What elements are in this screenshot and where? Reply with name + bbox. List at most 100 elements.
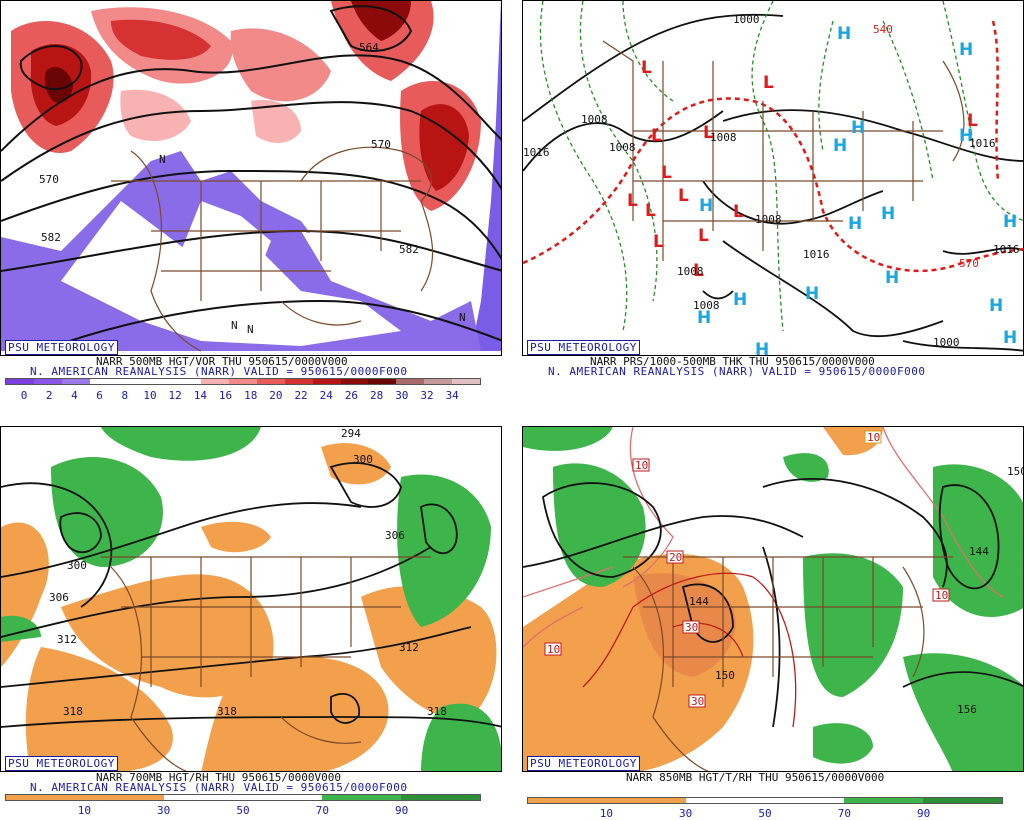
colorbar-swatch: [340, 379, 369, 384]
svg-text:L: L: [661, 163, 672, 183]
pressure-field: L L L L L L L L L L L L L H H H H H H: [523, 1, 1023, 355]
colorbar-tick-label: 70: [315, 804, 329, 817]
colorbar-tick-label: 30: [679, 807, 693, 820]
svg-text:H: H: [881, 204, 895, 224]
svg-text:318: 318: [427, 705, 447, 718]
psu-credit-4: PSU METEOROLOGY: [527, 756, 640, 771]
colorbar-tick-label: 0: [20, 389, 28, 402]
svg-text:H: H: [885, 268, 899, 288]
rh700-field: 300 306 312 318 318 312 318 306 294 300: [1, 427, 501, 771]
svg-text:L: L: [763, 73, 774, 93]
colorbar-swatch: [368, 379, 397, 384]
svg-text:318: 318: [63, 705, 83, 718]
panel-2-subtitle: N. AMERICAN REANALYSIS (NARR) VALID = 95…: [548, 365, 926, 378]
svg-text:30: 30: [691, 695, 704, 708]
svg-text:1008: 1008: [710, 131, 737, 144]
panel-4-title: NARR 850MB HGT/T/RH THU 950615/0000V000: [626, 771, 885, 784]
panel-700mb-rh: 300 306 312 318 318 312 318 306 294 300 …: [0, 426, 502, 819]
colorbar-rh-850: [527, 797, 1003, 804]
svg-text:L: L: [967, 111, 978, 131]
map-500mb: 582 582 570 570 564 N N N N PSU METEOROL…: [0, 0, 502, 356]
svg-text:H: H: [805, 284, 819, 304]
svg-text:1016: 1016: [969, 137, 996, 150]
svg-text:1000: 1000: [933, 336, 960, 349]
colorbar-tick-label: 50: [236, 804, 250, 817]
svg-text:H: H: [697, 308, 711, 328]
colorbar-vorticity: [5, 378, 481, 385]
colorbar-rh-700: [5, 794, 481, 801]
svg-text:564: 564: [359, 41, 379, 54]
svg-text:N: N: [231, 319, 238, 332]
colorbar-tick-label: 28: [370, 389, 384, 402]
psu-credit-1: PSU METEOROLOGY: [5, 340, 118, 355]
svg-text:1008: 1008: [755, 213, 782, 226]
svg-text:H: H: [699, 196, 713, 216]
colorbar-tick-label: 4: [71, 389, 78, 402]
colorbar-tick-label: 90: [395, 804, 409, 817]
svg-text:L: L: [733, 202, 744, 222]
svg-text:L: L: [651, 126, 662, 146]
svg-text:H: H: [848, 214, 862, 234]
svg-text:306: 306: [49, 591, 69, 604]
colorbar-tick-label: 70: [837, 807, 851, 820]
panel-1-title: NARR 500MB HGT/VOR THU 950615/0000V000: [96, 355, 348, 368]
psu-credit-3: PSU METEOROLOGY: [5, 756, 118, 771]
svg-text:1008: 1008: [581, 113, 608, 126]
svg-text:30: 30: [685, 621, 698, 634]
colorbar-swatch: [396, 379, 425, 384]
svg-text:300: 300: [67, 559, 87, 572]
colorbar-tick-label: 90: [917, 807, 931, 820]
svg-text:294: 294: [341, 427, 361, 440]
colorbar-swatch: [173, 379, 202, 384]
svg-text:N: N: [247, 323, 254, 336]
svg-text:156: 156: [957, 703, 977, 716]
colorbar-tick-label: 22: [294, 389, 308, 402]
svg-text:N: N: [459, 311, 466, 324]
panel-3-subtitle: N. AMERICAN REANALYSIS (NARR) VALID = 95…: [30, 781, 408, 794]
colorbar-tick-label: 18: [244, 389, 258, 402]
svg-text:312: 312: [57, 633, 77, 646]
colorbar-swatch: [6, 379, 34, 384]
svg-text:144: 144: [689, 595, 709, 608]
svg-text:L: L: [693, 261, 704, 281]
svg-text:540: 540: [873, 23, 893, 36]
svg-text:L: L: [641, 58, 652, 78]
colorbar-rh-850-ticks: 10 30 50 70 90: [527, 807, 1003, 820]
t850-field: 10 10 20 30 30 10 10 144 150 156 144 150: [523, 427, 1024, 771]
svg-text:1008: 1008: [677, 265, 704, 278]
colorbar-tick-label: 26: [344, 389, 359, 402]
colorbar-swatch: [61, 379, 90, 384]
svg-text:582: 582: [399, 243, 419, 256]
colorbar-swatch: [424, 379, 452, 384]
svg-text:20: 20: [669, 551, 682, 564]
colorbar-swatch: [89, 379, 118, 384]
psu-credit-2: PSU METEOROLOGY: [527, 340, 640, 355]
svg-text:H: H: [833, 136, 847, 156]
svg-text:H: H: [837, 24, 851, 44]
panel-3-title: NARR 700MB HGT/RH THU 950615/0000V000: [96, 771, 342, 784]
svg-text:10: 10: [935, 589, 948, 602]
colorbar-swatch: [145, 379, 174, 384]
svg-text:L: L: [703, 123, 714, 143]
svg-text:1000: 1000: [733, 13, 760, 26]
colorbar-tick-label: 10: [77, 804, 91, 817]
svg-text:L: L: [653, 232, 664, 252]
colorbar-tick-label: 20: [269, 389, 283, 402]
svg-text:1016: 1016: [803, 248, 830, 261]
colorbar-swatch: [312, 379, 341, 384]
colorbar-tick-label: 10: [143, 389, 157, 402]
colorbar-tick-label: 50: [758, 807, 772, 820]
colorbar-swatch: [117, 379, 146, 384]
svg-text:318: 318: [217, 705, 237, 718]
colorbar-tick-label: 16: [218, 389, 233, 402]
svg-text:306: 306: [385, 529, 405, 542]
map-850mb: 10 10 20 30 30 10 10 144 150 156 144 150: [522, 426, 1024, 772]
svg-text:570: 570: [959, 257, 979, 270]
svg-text:N: N: [159, 153, 166, 166]
svg-text:H: H: [1003, 212, 1017, 232]
svg-text:150: 150: [1007, 465, 1024, 478]
svg-text:H: H: [989, 296, 1003, 316]
svg-text:10: 10: [635, 459, 648, 472]
svg-text:H: H: [959, 40, 973, 60]
svg-text:312: 312: [399, 641, 419, 654]
